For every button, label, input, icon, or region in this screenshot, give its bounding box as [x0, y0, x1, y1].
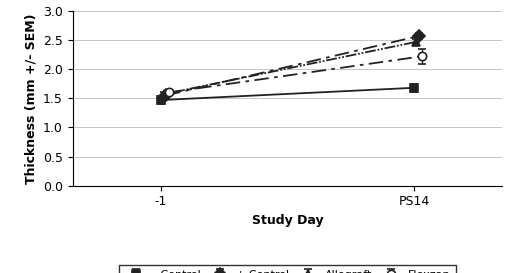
Y-axis label: Thickness (mm +/- SEM): Thickness (mm +/- SEM) [24, 13, 37, 183]
X-axis label: Study Day: Study Day [252, 214, 323, 227]
Legend: - Control, + Control, Allograft, Flexzan: - Control, + Control, Allograft, Flexzan [119, 265, 456, 273]
